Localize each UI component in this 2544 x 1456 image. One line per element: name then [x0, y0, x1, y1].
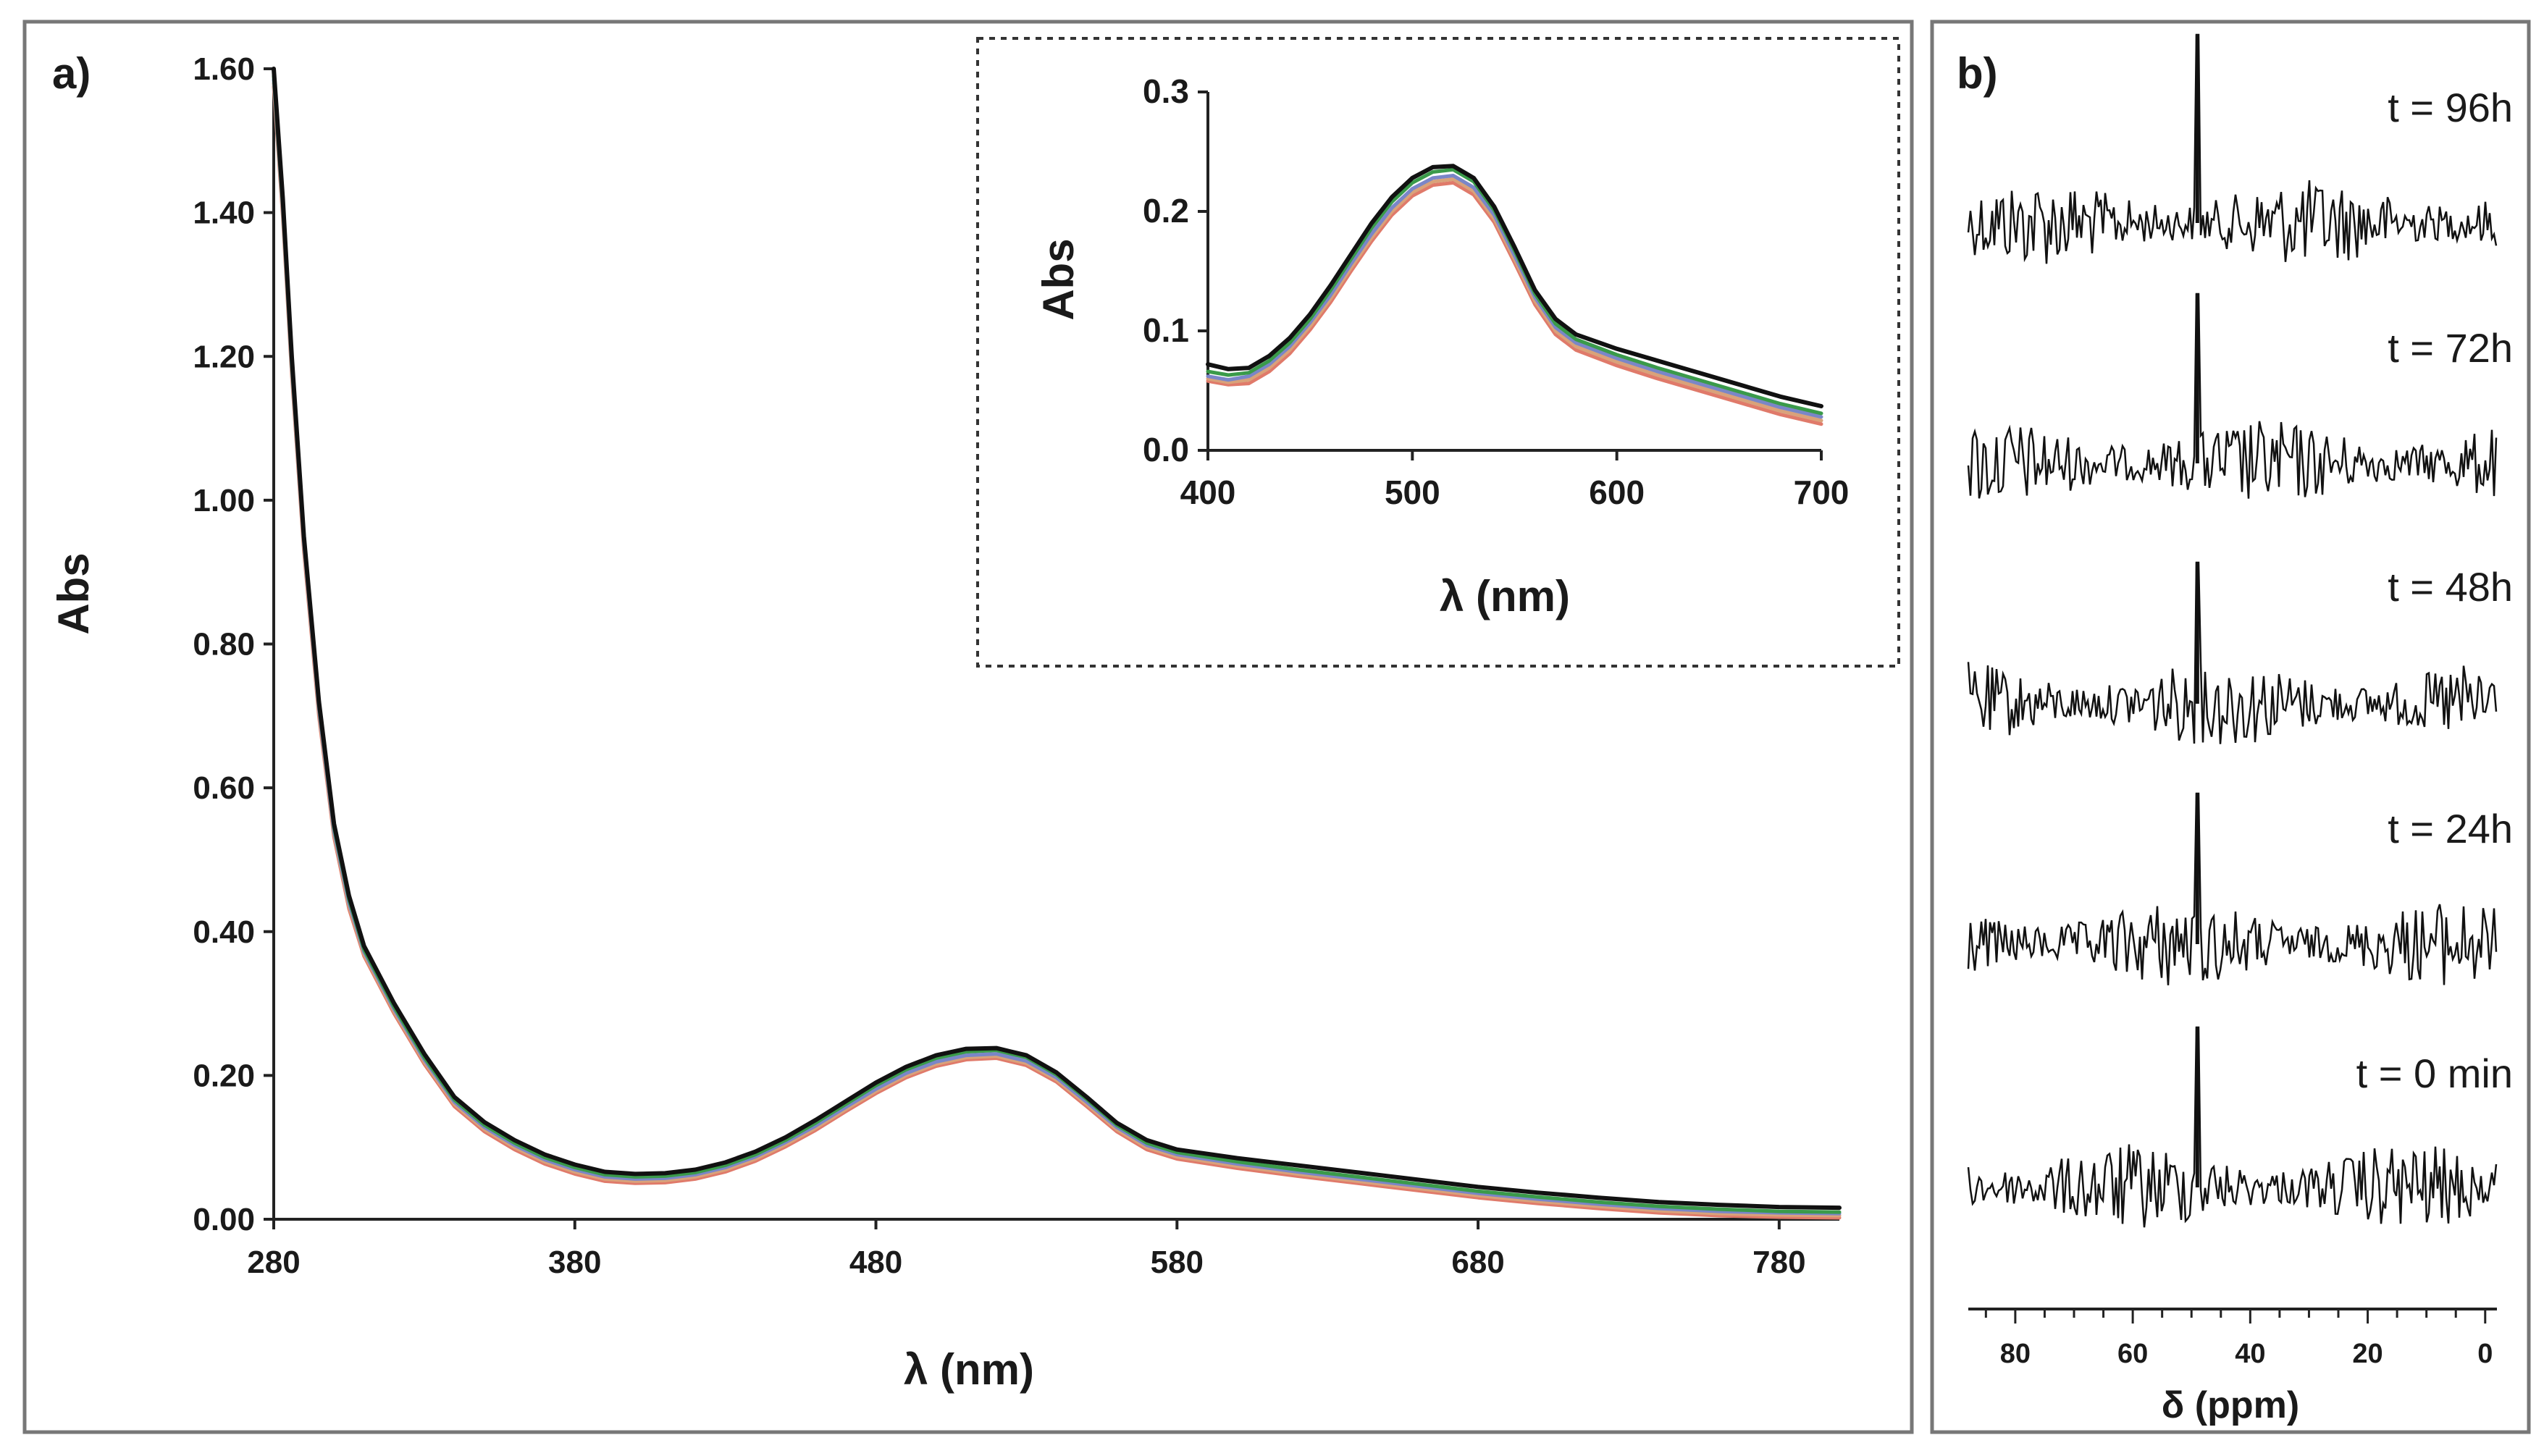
main-plot: 0.00 0.20 0.40 0.60 0.80 1.00 1.20 1.40 1.60 280… [49, 51, 1842, 1394]
nmr-x-tick-label: 20 [2352, 1339, 2383, 1369]
nmr-trace-label: t = 24h [2388, 806, 2513, 851]
inset-x-axis-label: λ (nm) [1440, 572, 1570, 620]
main-y-tick-label: 0.40 [193, 914, 255, 950]
main-x-tick-label: 580 [1151, 1245, 1204, 1280]
inset-series-line [1206, 177, 1823, 423]
nmr-trace [1967, 561, 2498, 744]
inset-x-tick-label: 700 [1794, 474, 1850, 511]
main-y-tick-label: 1.60 [193, 51, 255, 87]
nmr-trace [1967, 1026, 2498, 1228]
nmr-trace [1967, 293, 2498, 499]
inset-y-tick-label: 0.0 [1143, 431, 1189, 468]
main-x-tick-label: 380 [548, 1245, 601, 1280]
nmr-trace-label: t = 0 min [2356, 1051, 2513, 1096]
nmr-x-tick-label: 40 [2235, 1339, 2265, 1369]
main-x-tick-label: 480 [849, 1245, 902, 1280]
nmr-x-tick-label: 0 [2477, 1339, 2493, 1369]
main-y-tick-label: 1.00 [193, 483, 255, 518]
nmr-trace-label: t = 96h [2388, 85, 2513, 130]
inset-series-line [1206, 167, 1823, 416]
main-x-tick-label: 780 [1752, 1245, 1805, 1280]
main-y-tick-label: 0.60 [193, 770, 255, 806]
inset-x-tick-label: 600 [1589, 474, 1645, 511]
panel-b-label: b) [1957, 49, 1998, 98]
inset-series-line [1206, 164, 1823, 408]
nmr-trace [1967, 33, 2498, 264]
main-y-tick-label: 0.20 [193, 1058, 255, 1093]
main-y-tick-label: 0.00 [193, 1202, 255, 1237]
inset-series-line [1206, 180, 1823, 426]
main-x-tick-label: 680 [1451, 1245, 1504, 1280]
nmr-trace-label: t = 48h [2388, 564, 2513, 610]
inset-frame [976, 37, 1900, 668]
main-y-tick-label: 0.80 [193, 627, 255, 662]
nmr-trace-label: t = 72h [2388, 325, 2513, 371]
main-y-tick-label: 1.20 [193, 339, 255, 374]
nmr-plot: t = 96h t = 72h t = 48h t = 24h t = 0 min 80… [1967, 33, 2513, 1426]
main-x-tick-label: 280 [247, 1245, 300, 1280]
nmr-x-tick-label: 60 [2117, 1339, 2148, 1369]
inset-x-tick-label: 500 [1385, 474, 1440, 511]
nmr-trace [1967, 792, 2498, 985]
panel-a-frame [22, 20, 1914, 1434]
inset-y-tick-label: 0.2 [1143, 192, 1189, 230]
inset-plot: 0.0 0.1 0.2 0.3 400 500 600 700 Abs λ (nm) [1034, 72, 1849, 620]
panel-a-label: a) [52, 49, 91, 98]
inset-x-tick-label: 400 [1180, 474, 1236, 511]
panel-b-frame [1930, 20, 2531, 1434]
main-x-axis-label: λ (nm) [904, 1345, 1034, 1394]
main-y-axis-label: Abs [49, 552, 98, 634]
inset-y-tick-label: 0.1 [1143, 311, 1189, 349]
inset-y-tick-label: 0.3 [1143, 72, 1189, 110]
nmr-x-axis-label: δ (ppm) [2162, 1384, 2299, 1426]
inset-y-axis-label: Abs [1034, 238, 1083, 320]
main-y-tick-label: 1.40 [193, 195, 255, 231]
main-series-line [272, 67, 1842, 1211]
nmr-x-tick-label: 80 [2000, 1339, 2031, 1369]
inset-series-line [1206, 174, 1823, 419]
